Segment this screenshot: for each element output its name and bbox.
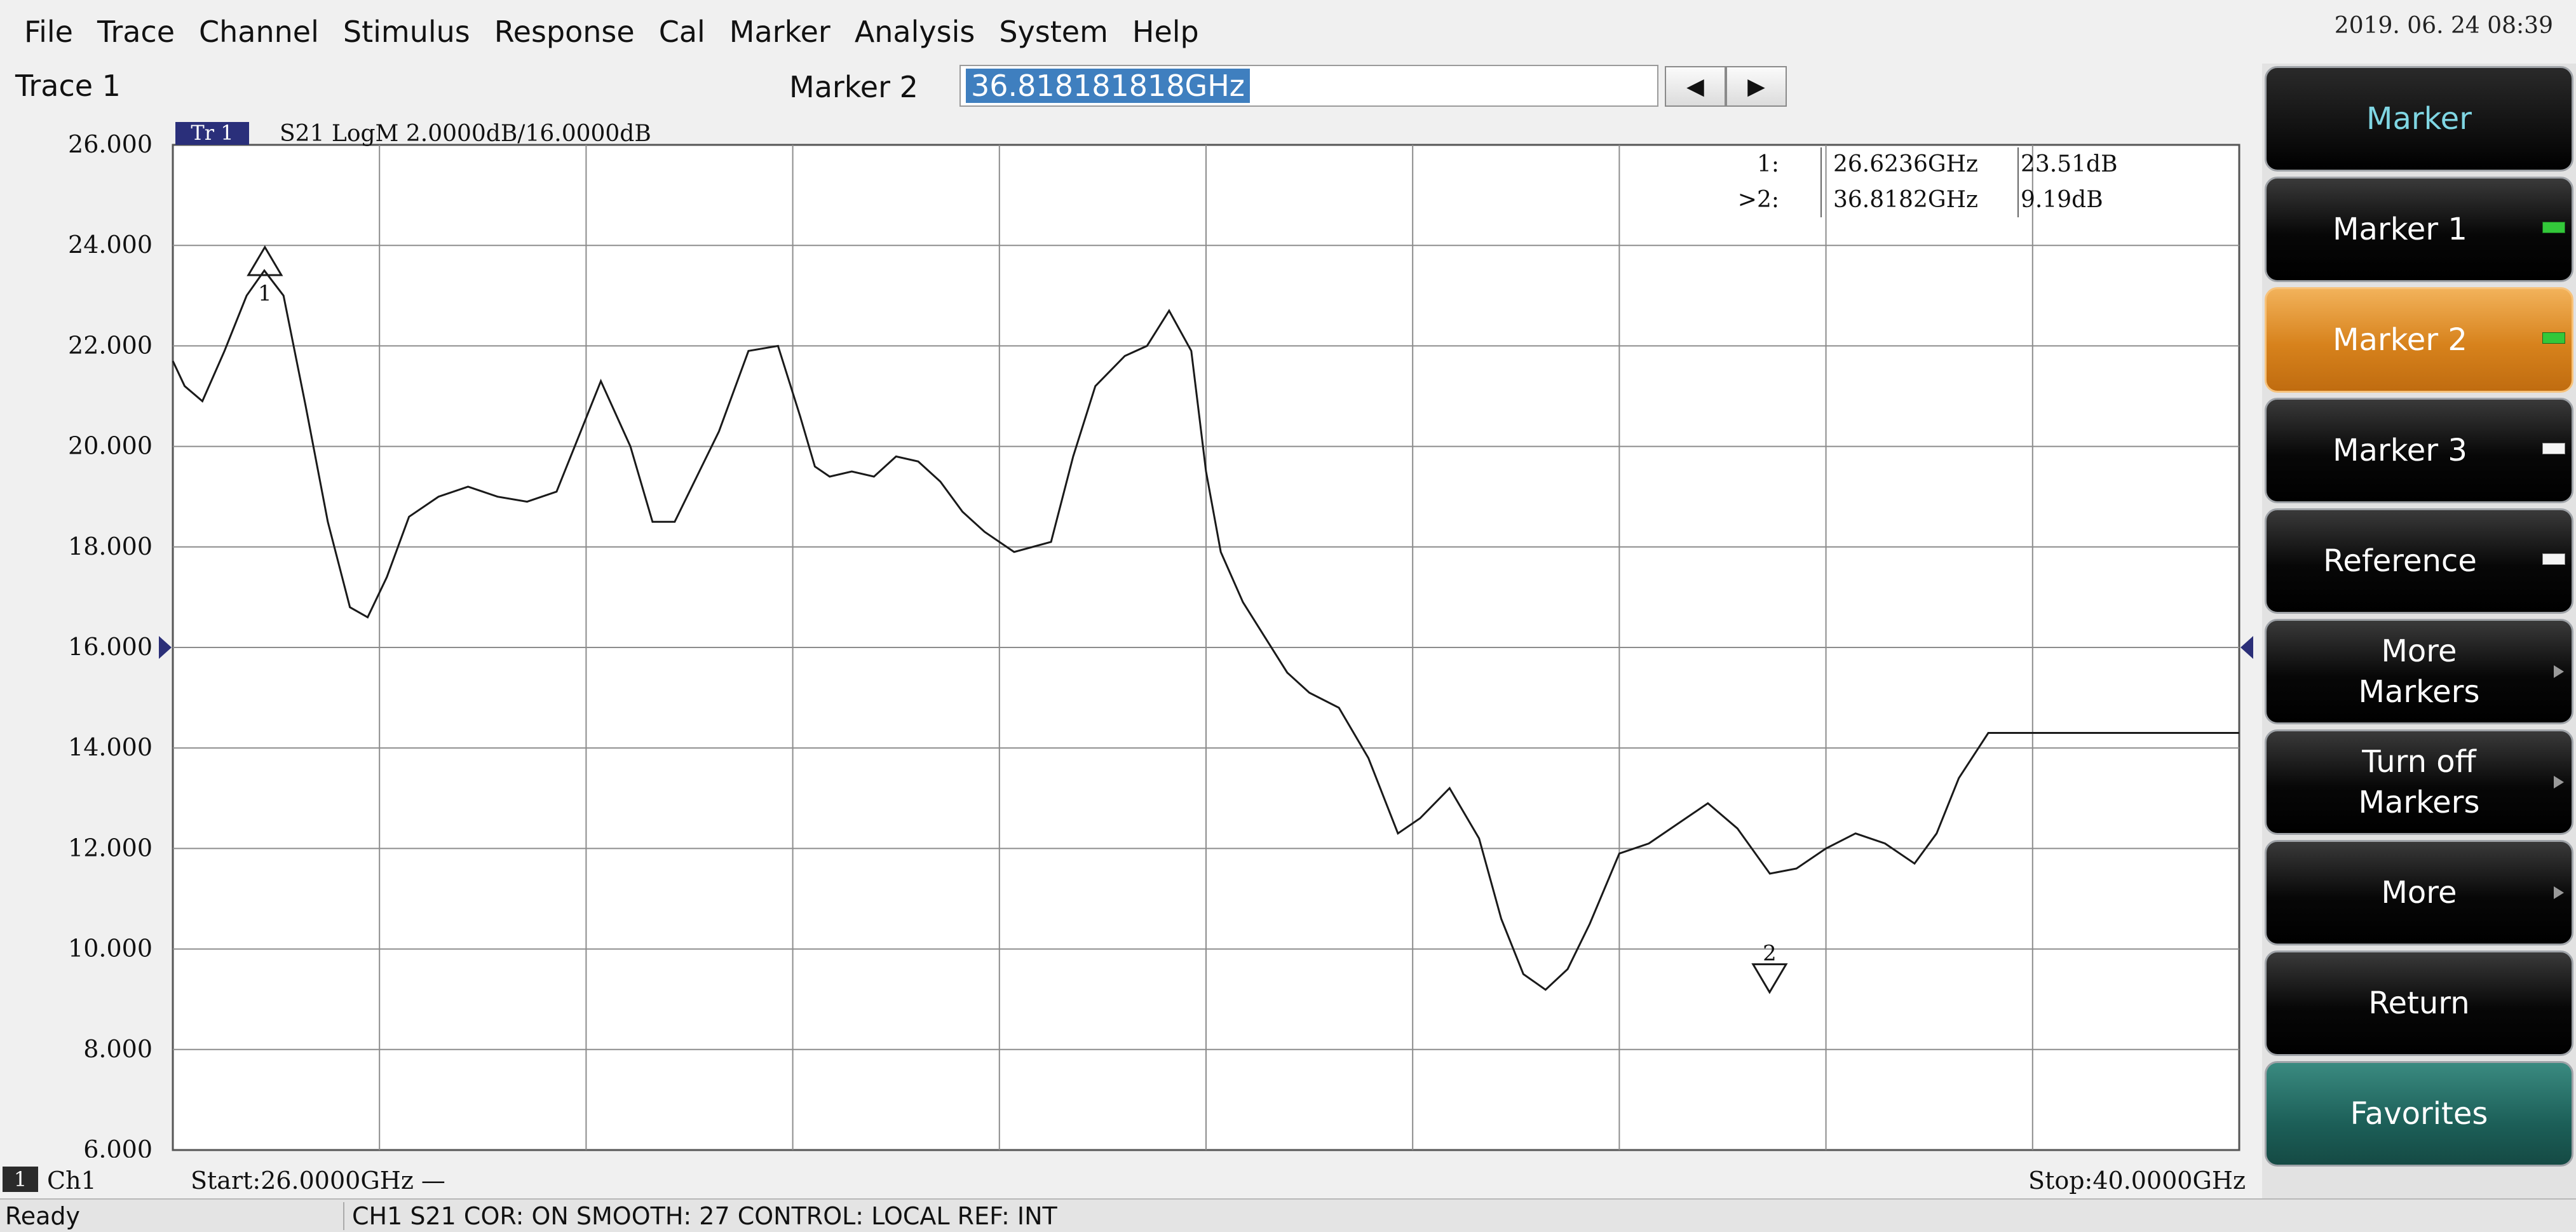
marker-off-led-icon (2542, 443, 2565, 454)
marker-on-led-icon (2542, 222, 2565, 233)
y-tick-label: 6.000 (83, 1135, 153, 1158)
marker-frequency-input[interactable]: 36.818181818GHz (959, 65, 1658, 107)
stop-frequency[interactable]: Stop:40.0000GHz (2028, 1167, 2246, 1195)
y-tick-label: 14.000 (68, 733, 153, 761)
softkey-marker-3[interactable]: Marker 3 (2265, 398, 2573, 503)
y-tick-label: 26.000 (68, 130, 153, 158)
arrow-right-icon: ▶ (1747, 73, 1765, 100)
softkey-label: More Markers (2358, 633, 2480, 710)
marker-readout-freq: 36.8182GHz (1833, 187, 1978, 213)
marker-readout-index: >2: (1738, 187, 1779, 213)
softkey-label: Reference (2323, 543, 2477, 579)
y-tick-label: 18.000 (68, 532, 153, 560)
y-tick-label: 16.000 (68, 633, 153, 661)
trace-toolbar: Trace 1 Marker 2 36.818181818GHz ◀ ▶ (0, 64, 2262, 109)
y-tick-label: 12.000 (68, 834, 153, 862)
marker-readout-table: 1: 26.6236GHz 23.51dB >2: 36.8182GHz 9.19dB (1738, 147, 2118, 217)
softkey-marker-2[interactable]: Marker 2 (2265, 287, 2573, 393)
status-divider (343, 1202, 344, 1230)
status-ready: Ready (5, 1202, 80, 1230)
submenu-arrow-icon (2554, 776, 2564, 789)
marker-on-led-icon (2542, 332, 2565, 344)
menu-response[interactable]: Response (494, 15, 635, 49)
marker-decrement-button[interactable]: ◀ (1665, 66, 1726, 107)
trace-info: S21 LogM 2.0000dB/16.0000dB (280, 121, 651, 147)
marker-readout-value: 9.19dB (2021, 187, 2103, 213)
softkey-label: More (2381, 875, 2457, 910)
y-tick-label: 22.000 (68, 331, 153, 359)
status-info: CH1 S21 COR: ON SMOOTH: 27 CONTROL: LOCA… (352, 1202, 1057, 1230)
marker-2-label: 2 (1763, 941, 1777, 966)
y-tick-label: 24.000 (68, 231, 153, 259)
reference-level-left-icon (159, 636, 172, 659)
menu-bar: File Trace Channel Stimulus Response Cal… (0, 0, 2262, 64)
start-frequency[interactable]: Start:26.0000GHz — (191, 1167, 445, 1195)
marker-entry-label: Marker 2 (789, 70, 918, 104)
submenu-arrow-icon (2554, 886, 2564, 899)
trace-tag-box (175, 122, 249, 145)
y-tick-label: 20.000 (68, 432, 153, 460)
softkey-favorites[interactable]: Favorites (2265, 1061, 2573, 1167)
menu-cal[interactable]: Cal (658, 15, 705, 49)
channel-number-badge[interactable]: 1 (3, 1167, 38, 1192)
trace-title: Trace 1 (15, 69, 121, 103)
softkey-label: Marker 3 (2333, 433, 2467, 468)
marker-1-triangle-icon[interactable] (247, 245, 283, 276)
marker-readout-index: 1: (1757, 151, 1779, 177)
softkey-label: Return (2368, 985, 2470, 1021)
softkey-label: Favorites (2350, 1096, 2488, 1132)
marker-2-triangle-icon[interactable] (1751, 963, 1788, 994)
softkey-marker-1[interactable]: Marker 1 (2265, 177, 2573, 282)
marker-frequency-value[interactable]: 36.818181818GHz (966, 69, 1250, 103)
system-datetime: 2019. 06. 24 08:39 (2334, 13, 2553, 39)
softkey-reference[interactable]: Reference (2265, 508, 2573, 614)
channel-info-row: 1 Ch1 Start:26.0000GHz — Stop:40.0000GHz (0, 1161, 2262, 1198)
y-tick-labels: 26.000 24.000 22.000 20.000 18.000 16.000 14.0… (68, 130, 153, 1158)
softkey-panel: Marker Marker 1 Marker 2 Marker 3 Refere… (2262, 64, 2576, 1198)
status-bar: Ready CH1 S21 COR: ON SMOOTH: 27 CONTROL… (0, 1198, 2576, 1232)
marker-flags: 12 (247, 245, 1788, 994)
softkey-more[interactable]: More (2265, 840, 2573, 945)
softkey-label: Marker (2366, 101, 2472, 137)
softkey-marker-title: Marker (2265, 66, 2573, 172)
marker-1-label: 1 (258, 281, 272, 306)
softkey-more-markers[interactable]: More Markers (2265, 619, 2573, 724)
softkey-turn-off-markers[interactable]: Turn off Markers (2265, 729, 2573, 835)
menu-channel[interactable]: Channel (199, 15, 319, 49)
menu-marker[interactable]: Marker (729, 15, 830, 49)
trace-tag: Tr 1 (191, 121, 233, 145)
marker-off-led-icon (2542, 553, 2565, 565)
marker-increment-button[interactable]: ▶ (1726, 66, 1787, 107)
menu-help[interactable]: Help (1132, 15, 1199, 49)
grid-lines (173, 145, 2239, 1150)
y-tick-label: 10.000 (68, 935, 153, 963)
menu-file[interactable]: File (24, 15, 73, 49)
softkey-label: Marker 1 (2333, 212, 2467, 247)
menu-analysis[interactable]: Analysis (854, 15, 975, 49)
marker-readout-value: 23.51dB (2021, 151, 2118, 177)
softkey-label: Turn off Markers (2358, 744, 2480, 820)
softkey-return[interactable]: Return (2265, 951, 2573, 1056)
reference-level-right-icon (2240, 636, 2253, 659)
s21-trace-line (172, 269, 2239, 991)
menu-trace[interactable]: Trace (97, 15, 175, 49)
arrow-left-icon: ◀ (1686, 73, 1704, 100)
channel-name: Ch1 (47, 1167, 97, 1195)
trace-plot[interactable]: 26.00024.00022.00020.00018.00016.00014.0… (0, 109, 2262, 1158)
submenu-arrow-icon (2554, 665, 2564, 678)
menu-system[interactable]: System (999, 15, 1108, 49)
softkey-label: Marker 2 (2333, 322, 2467, 358)
y-tick-label: 8.000 (83, 1035, 153, 1063)
menu-stimulus[interactable]: Stimulus (342, 15, 470, 49)
marker-readout-freq: 26.6236GHz (1833, 151, 1978, 177)
